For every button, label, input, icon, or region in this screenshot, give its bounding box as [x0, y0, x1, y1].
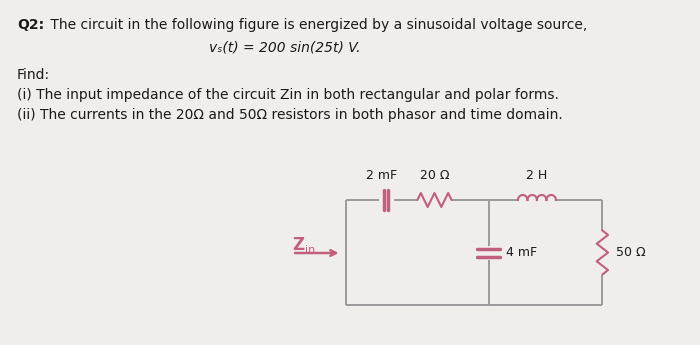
Text: Z: Z — [292, 236, 304, 254]
Text: 50 Ω: 50 Ω — [616, 246, 645, 259]
Text: Q2:: Q2: — [17, 18, 44, 32]
Text: 2 H: 2 H — [526, 169, 547, 182]
Text: (i) The input impedance of the circuit Zin in both rectangular and polar forms.: (i) The input impedance of the circuit Z… — [17, 88, 559, 102]
Text: 2 mF: 2 mF — [366, 169, 397, 182]
Text: in: in — [305, 245, 316, 255]
Text: (ii) The currents in the 20Ω and 50Ω resistors in both phasor and time domain.: (ii) The currents in the 20Ω and 50Ω res… — [17, 108, 563, 122]
Text: 4 mF: 4 mF — [505, 246, 537, 259]
Text: vₛ(t) = 200 sin(25t) V.: vₛ(t) = 200 sin(25t) V. — [209, 40, 360, 54]
Text: Find:: Find: — [17, 68, 50, 82]
Text: 20 Ω: 20 Ω — [420, 169, 449, 182]
Text: The circuit in the following figure is energized by a sinusoidal voltage source,: The circuit in the following figure is e… — [46, 18, 587, 32]
